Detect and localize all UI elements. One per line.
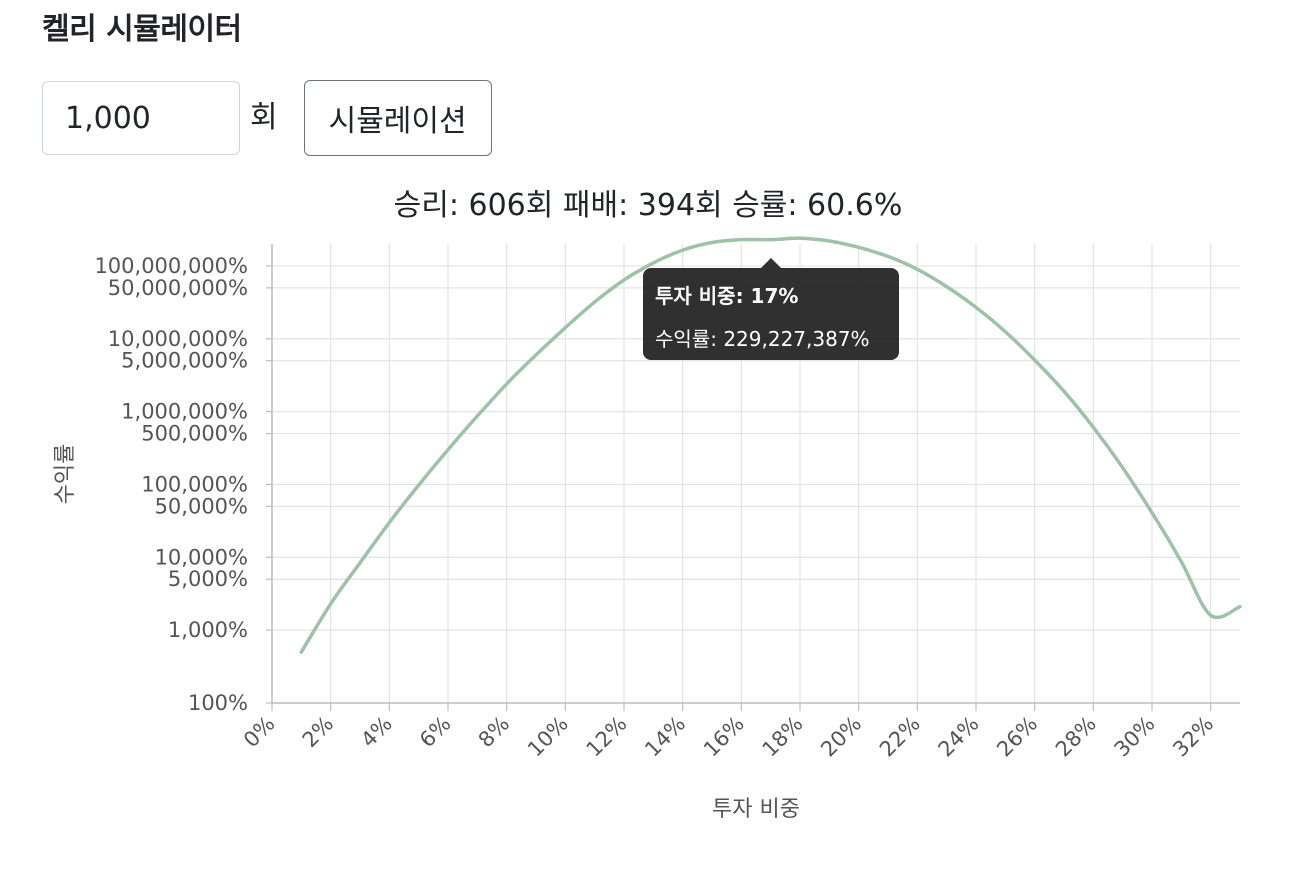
trials-unit: 회 (250, 100, 278, 135)
tooltip-body-value: 229,227,387% (723, 327, 870, 351)
controls: 회 시뮬레이션 (42, 80, 492, 156)
x-tick-label: 24% (934, 712, 984, 762)
page-title: 켈리 시뮬레이터 (42, 12, 242, 47)
y-axis-ticks: 100% 1,000% 5,000%10,000% 50,000%100,000% 50… (94, 254, 272, 715)
y-tick-label: 5,000% (168, 567, 248, 591)
y-tick-label: 100% (188, 691, 248, 715)
y-tick-label: 10,000% (155, 545, 248, 569)
losses-value: 394회 (637, 188, 723, 223)
simulate-button[interactable]: 시뮬레이션 (303, 80, 492, 156)
y-tick-label: 500,000% (141, 422, 248, 446)
series-line[interactable] (299, 236, 1242, 654)
x-tick-label: 16% (699, 712, 749, 762)
tooltip-title-label: 투자 비중: (655, 284, 744, 308)
y-tick-label: 1,000,000% (121, 400, 248, 424)
x-tick-label: 12% (582, 712, 632, 762)
x-tick-label: 6% (415, 712, 456, 753)
y-tick-label: 5,000,000% (121, 349, 248, 373)
tooltip-body-label: 수익률: (655, 327, 717, 351)
trials-input[interactable] (42, 81, 240, 155)
x-tick-label: 0% (239, 712, 280, 753)
rate-label: 승률: (732, 188, 798, 223)
y-tick-label: 50,000,000% (108, 276, 248, 300)
x-tick-label: 26% (992, 712, 1042, 762)
x-tick-label: 14% (640, 712, 690, 762)
wins-value: 606회 (468, 188, 554, 223)
x-axis-ticks: 0% 2% 4% 6% 8% 10% 12% 14% 16% 18% 20% 22% 24% 26% 28%… (239, 703, 1218, 762)
y-axis-label: 수익률 (53, 444, 78, 505)
y-tick-label: 100,000,000% (94, 254, 248, 278)
y-tick-label: 10,000,000% (108, 327, 248, 351)
y-tick-label: 1,000% (168, 618, 248, 642)
x-tick-label: 22% (875, 712, 925, 762)
chart-tooltip: 투자 비중: 17% 수익률: 229,227,387% (643, 258, 899, 360)
result-summary: 승리: 606회 패배: 394회 승률: 60.6% (0, 180, 1296, 224)
tooltip-body: 수익률: 229,227,387% (655, 323, 887, 352)
x-tick-label: 2% (298, 712, 339, 753)
x-tick-label: 20% (816, 712, 866, 762)
chart-grid (271, 244, 1240, 704)
x-tick-label: 32% (1168, 712, 1218, 762)
x-tick-label: 30% (1110, 712, 1160, 762)
x-axis-label: 투자 비중 (712, 797, 800, 822)
y-tick-label: 100,000% (141, 472, 248, 496)
tooltip-title: 투자 비중: 17% (655, 280, 887, 309)
x-tick-label: 4% (356, 712, 397, 753)
tooltip-title-value: 17% (750, 284, 799, 308)
wins-label: 승리: (393, 188, 459, 223)
x-tick-label: 18% (758, 712, 808, 762)
losses-label: 패배: (562, 188, 629, 223)
x-tick-label: 10% (523, 712, 573, 762)
x-tick-label: 8% (474, 712, 515, 753)
x-tick-label: 28% (1051, 712, 1101, 762)
y-tick-label: 50,000% (155, 494, 248, 518)
rate-value: 60.6% (807, 188, 903, 223)
